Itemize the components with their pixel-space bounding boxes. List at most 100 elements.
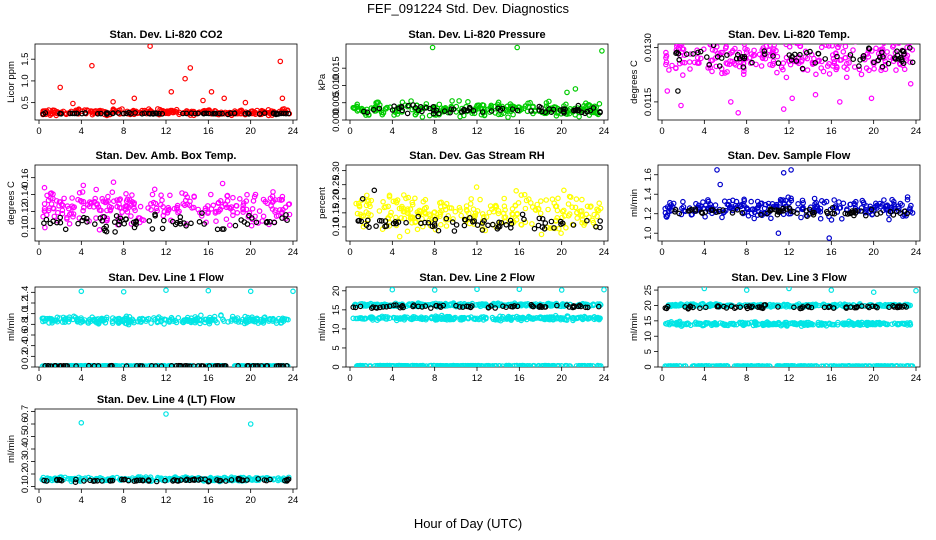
x-tick-label: 0 (36, 495, 41, 506)
data-point (119, 476, 125, 483)
data-point (860, 52, 867, 59)
data-point (514, 44, 521, 51)
data-point (278, 363, 284, 367)
data-point (816, 57, 822, 64)
data-point (41, 220, 47, 227)
data-point (374, 362, 381, 367)
data-point (421, 363, 427, 367)
y-tick-label: 25 (643, 285, 654, 296)
data-point (254, 107, 260, 114)
data-point (904, 322, 911, 328)
data-point (697, 305, 703, 312)
data-point (139, 477, 146, 484)
x-tick-label: 20 (245, 373, 256, 384)
data-point (576, 302, 583, 309)
data-point (585, 363, 591, 367)
x-tick-label: 24 (911, 373, 922, 384)
data-point (372, 304, 379, 311)
data-point (200, 110, 207, 117)
data-point (209, 362, 215, 367)
data-point (742, 45, 748, 52)
data-point (542, 109, 549, 116)
data-point (280, 318, 287, 325)
y-tick-label: 0.0115 (643, 88, 654, 116)
data-point (43, 216, 50, 223)
data-point (458, 316, 465, 323)
data-point (435, 227, 442, 234)
data-point (824, 63, 831, 69)
data-point (61, 195, 67, 202)
data-point (514, 211, 521, 218)
data-point (286, 211, 293, 218)
data-point (400, 304, 407, 311)
data-point (167, 192, 173, 199)
data-point (81, 214, 87, 221)
data-point (95, 363, 102, 367)
data-point (797, 51, 803, 58)
data-point (86, 362, 92, 367)
data-point (284, 217, 290, 224)
data-point (280, 206, 286, 213)
data-point (889, 196, 895, 203)
data-point (168, 89, 175, 95)
data-point (447, 109, 453, 116)
x-tick-label: 24 (911, 126, 922, 137)
data-point (433, 107, 440, 114)
data-point (687, 207, 693, 214)
data-point (195, 110, 201, 117)
data-point (727, 99, 734, 105)
data-point (208, 317, 214, 324)
data-point (221, 95, 228, 102)
data-point (101, 316, 108, 322)
data-point (858, 71, 865, 78)
data-point (94, 201, 101, 207)
data-point (461, 216, 468, 223)
data-point (419, 108, 425, 115)
data-point (539, 304, 545, 310)
data-point (800, 200, 807, 206)
data-point (699, 210, 706, 217)
y-tick-label: 0.10 (331, 218, 342, 237)
data-point (75, 220, 81, 227)
x-tick-label: 24 (288, 495, 299, 506)
x-tick-label: 0 (36, 247, 41, 258)
data-point (828, 363, 835, 367)
data-point (594, 213, 600, 220)
y-tick-label: 10 (643, 331, 654, 342)
data-point (270, 318, 276, 324)
data-point (176, 208, 182, 215)
data-point (829, 63, 836, 69)
y-tick-label: 0.2 (20, 350, 31, 363)
data-point (177, 221, 184, 227)
data-point (65, 318, 72, 325)
data-point (461, 106, 467, 113)
x-tick-label: 16 (203, 495, 214, 506)
data-point (700, 301, 706, 307)
x-tick-label: 20 (556, 247, 567, 258)
data-point (871, 59, 877, 66)
data-point (662, 363, 669, 367)
data-point (370, 106, 377, 113)
data-point (66, 221, 73, 227)
data-point (212, 363, 219, 367)
data-point (805, 363, 812, 367)
data-point (256, 111, 263, 117)
data-point (411, 314, 418, 320)
data-point (824, 210, 831, 217)
data-point (240, 205, 246, 212)
data-point (705, 198, 712, 205)
data-point (92, 195, 99, 202)
x-tick-label: 12 (472, 373, 483, 384)
data-point (430, 110, 437, 117)
data-point (238, 217, 245, 223)
data-point (453, 222, 460, 228)
data-point (842, 44, 849, 50)
data-point (161, 217, 167, 224)
data-point (371, 187, 378, 194)
data-point (137, 203, 144, 210)
data-point (775, 304, 781, 310)
data-point (382, 218, 389, 224)
data-point (714, 167, 720, 173)
x-tick-label: 8 (432, 373, 437, 384)
